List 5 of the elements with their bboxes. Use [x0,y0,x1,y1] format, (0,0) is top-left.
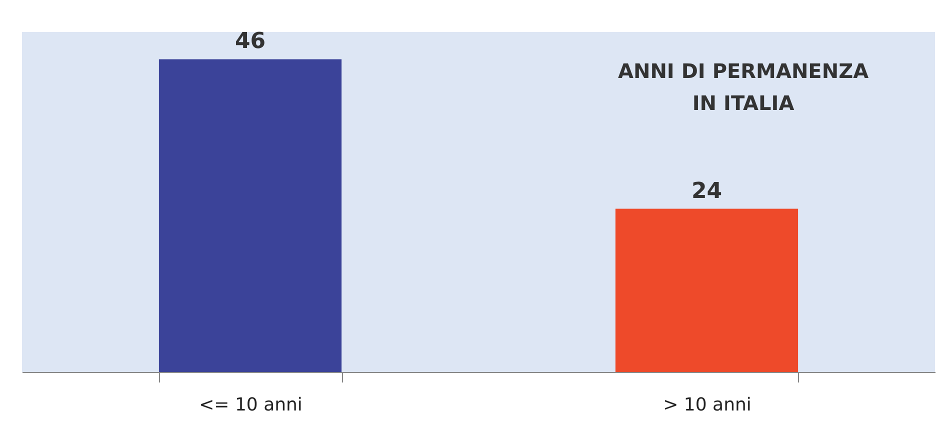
text: ANNI DI PERMANENZA IN ITALIA [618,59,870,115]
x-tick-label: <= 10 anni [199,394,302,416]
x-tick-label: > 10 anni [663,394,752,416]
data-label: 24 [691,178,722,204]
data-label: 46 [234,29,266,54]
